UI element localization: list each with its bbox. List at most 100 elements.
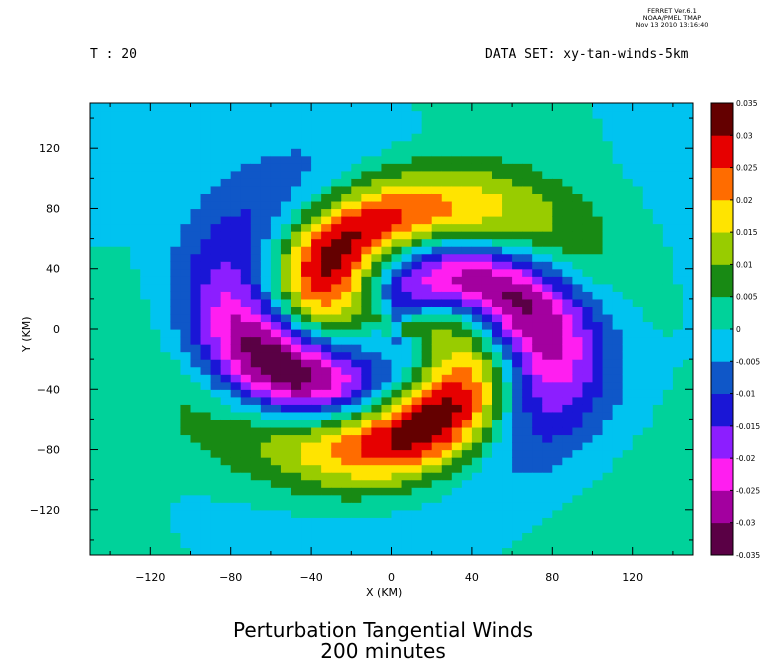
- heatmap-cell: [522, 298, 533, 307]
- heatmap-cell: [562, 140, 573, 149]
- heatmap-cell: [291, 133, 302, 142]
- heatmap-cell: [522, 155, 533, 164]
- heatmap-cell: [210, 539, 222, 549]
- heatmap-cell: [190, 200, 202, 210]
- heatmap-cell: [612, 223, 624, 232]
- heatmap-cell: [471, 253, 483, 262]
- heatmap-cell: [431, 231, 443, 240]
- heatmap-cell: [200, 246, 212, 255]
- heatmap-cell: [512, 133, 523, 142]
- heatmap-cell: [652, 366, 664, 375]
- heatmap-cell: [632, 472, 644, 481]
- heatmap-cell: [612, 434, 624, 443]
- heatmap-cell: [572, 170, 584, 179]
- heatmap-cell: [632, 502, 644, 511]
- heatmap-cell: [220, 336, 232, 345]
- heatmap-cell: [492, 539, 503, 549]
- heatmap-cell: [441, 396, 453, 405]
- heatmap-cell: [612, 298, 624, 307]
- heatmap-cell: [260, 193, 272, 202]
- heatmap-cell: [642, 298, 654, 307]
- heatmap-cell: [260, 276, 272, 285]
- heatmap-cell: [160, 140, 171, 149]
- heatmap-cell: [130, 276, 141, 285]
- heatmap-cell: [170, 125, 182, 134]
- heatmap-cell: [170, 434, 182, 443]
- heatmap-cell: [502, 163, 513, 172]
- heatmap-cell: [180, 524, 192, 533]
- heatmap-cell: [642, 502, 654, 511]
- heatmap-cell: [361, 532, 372, 541]
- heatmap-cell: [582, 374, 594, 383]
- heatmap-cell: [471, 404, 483, 413]
- heatmap-cell: [481, 494, 493, 503]
- heatmap-cell: [401, 253, 413, 262]
- heatmap-cell: [481, 539, 493, 549]
- heatmap-cell: [481, 411, 493, 420]
- heatmap-cell: [652, 351, 664, 360]
- heatmap-cell: [592, 200, 604, 210]
- heatmap-cell: [280, 359, 292, 368]
- heatmap-cell: [311, 434, 322, 443]
- heatmap-cell: [331, 103, 342, 112]
- heatmap-cell: [230, 283, 242, 292]
- heatmap-cell: [492, 479, 503, 488]
- heatmap-cell: [100, 231, 111, 240]
- heatmap-cell: [492, 193, 503, 202]
- heatmap-cell: [301, 193, 312, 202]
- heatmap-cell: [160, 389, 171, 398]
- heatmap-cell: [642, 449, 654, 458]
- heatmap-cell: [572, 329, 584, 338]
- heatmap-cell: [170, 389, 182, 398]
- heatmap-cell: [190, 321, 202, 330]
- heatmap-cell: [391, 148, 403, 157]
- heatmap-cell: [502, 110, 513, 119]
- heatmap-cell: [582, 396, 594, 405]
- heatmap-cell: [682, 276, 693, 285]
- heatmap-cell: [461, 268, 473, 277]
- heatmap-cell: [260, 472, 272, 481]
- heatmap-cell: [461, 547, 473, 555]
- heatmap-cell: [582, 200, 594, 210]
- heatmap-cell: [461, 329, 473, 338]
- heatmap-cell: [210, 457, 222, 466]
- heatmap-cell: [341, 140, 352, 149]
- heatmap-cell: [331, 110, 342, 119]
- heatmap-cell: [200, 351, 212, 360]
- heatmap-cell: [210, 246, 222, 255]
- heatmap-cell: [130, 200, 141, 210]
- heatmap-cell: [682, 110, 693, 119]
- heatmap-cell: [502, 125, 513, 134]
- heatmap-cell: [652, 193, 664, 202]
- heatmap-cell: [160, 336, 171, 345]
- heatmap-cell: [230, 374, 242, 383]
- heatmap-cell: [190, 223, 202, 232]
- heatmap-cell: [562, 170, 573, 179]
- heatmap-cell: [431, 110, 443, 119]
- heatmap-cell: [120, 125, 131, 134]
- heatmap-cell: [361, 103, 372, 112]
- heatmap-cell: [542, 216, 553, 225]
- heatmap-cell: [170, 329, 182, 338]
- heatmap-cell: [341, 426, 352, 436]
- heatmap-cell: [140, 419, 151, 428]
- heatmap-cell: [371, 118, 383, 127]
- heatmap-cell: [371, 539, 383, 549]
- heatmap-cell: [331, 464, 342, 473]
- heatmap-cell: [592, 185, 604, 194]
- heatmap-cell: [421, 298, 433, 307]
- heatmap-cell: [662, 472, 674, 481]
- heatmap-cell: [170, 479, 182, 488]
- heatmap-cell: [642, 479, 654, 488]
- heatmap-cell: [652, 494, 664, 503]
- heatmap-cell: [200, 344, 212, 353]
- heatmap-cell: [471, 336, 483, 345]
- heatmap-cell: [270, 200, 282, 210]
- heatmap-cell: [512, 411, 523, 420]
- y-axis-label: Y (KM): [20, 316, 33, 352]
- heatmap-cell: [552, 494, 563, 503]
- heatmap-cell: [140, 155, 151, 164]
- heatmap-cell: [451, 298, 463, 307]
- heatmap-cell: [401, 487, 413, 496]
- heatmap-cell: [250, 336, 262, 345]
